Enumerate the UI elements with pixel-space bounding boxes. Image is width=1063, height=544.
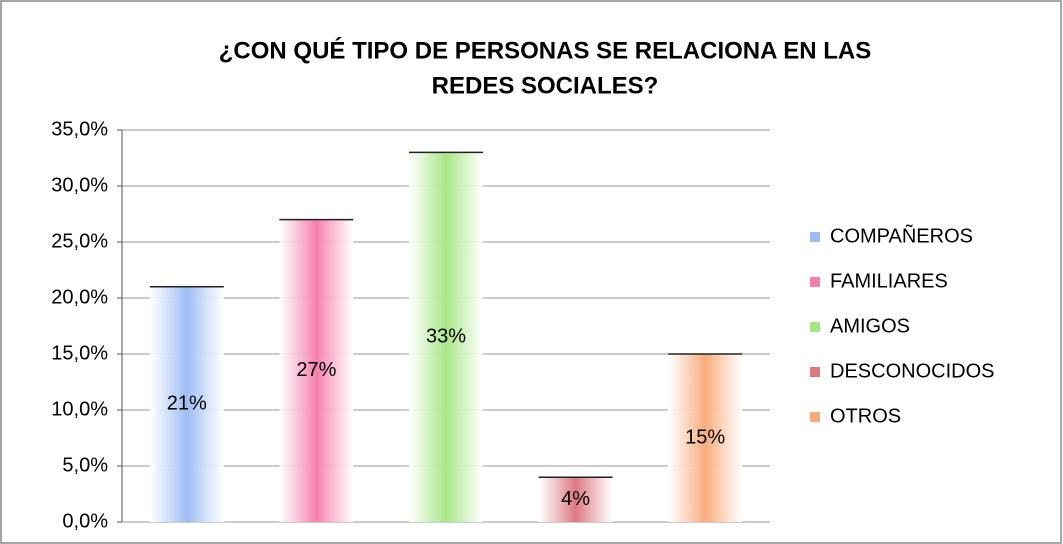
legend-swatch [810,277,820,287]
y-tick-label: 30,0% [51,174,108,196]
legend-swatch [810,232,820,242]
data-label: 21% [167,393,207,415]
data-label: 27% [296,359,336,381]
data-label: 33% [426,325,466,347]
y-tick-label: 35,0% [51,118,108,140]
legend-swatch [810,322,820,332]
chart-title: ¿CON QUÉ TIPO DE PERSONAS SE RELACIONA E… [219,36,872,64]
legend-label: FAMILIARES [830,270,948,292]
y-tick-label: 0,0% [62,510,108,532]
legend-label: DESCONOCIDOS [830,360,994,382]
y-tick-label: 5,0% [62,454,108,476]
y-tick-label: 15,0% [51,342,108,364]
legend-swatch [810,412,820,422]
bar [279,219,354,522]
y-tick-label: 10,0% [51,398,108,420]
legend-swatch [810,367,820,377]
bar [668,354,743,522]
legend-label: COMPAÑEROS [830,223,973,247]
bar [538,477,613,522]
legend-label: AMIGOS [830,315,910,337]
bar [409,152,483,522]
bar [149,286,224,522]
data-label: 15% [685,426,725,448]
legend-label: OTROS [830,405,901,427]
y-tick-label: 25,0% [51,230,108,252]
data-label: 4% [561,488,590,510]
y-tick-label: 20,0% [51,286,108,308]
chart-title: REDES SOCIALES? [432,72,659,99]
